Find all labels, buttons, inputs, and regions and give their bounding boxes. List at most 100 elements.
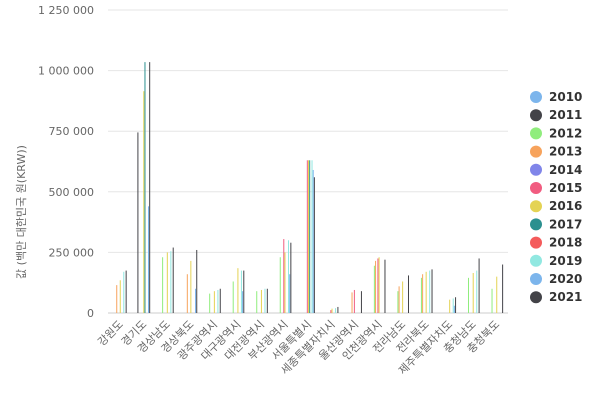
legend-item[interactable]: 2014 xyxy=(530,163,582,177)
bar xyxy=(408,275,409,313)
bar xyxy=(119,280,121,313)
legend-marker xyxy=(530,127,542,140)
legend-marker xyxy=(530,200,542,213)
bar xyxy=(453,305,455,313)
bar xyxy=(491,288,493,313)
bar xyxy=(452,298,454,313)
y-tick-label: 750 000 xyxy=(49,125,95,138)
bar xyxy=(402,281,404,313)
bar xyxy=(123,271,125,313)
bar xyxy=(455,297,457,313)
bar xyxy=(290,242,292,313)
bar xyxy=(144,62,146,314)
x-axis-labels: 강원도경기도경상남도경상북도광주광역시대구광역시대전광역시부산광역시서울특별시세… xyxy=(95,317,502,377)
bar xyxy=(422,274,424,313)
legend-label: 2018 xyxy=(549,236,582,250)
legend-marker xyxy=(530,273,542,285)
bar xyxy=(373,265,375,313)
bar xyxy=(478,258,480,313)
bar xyxy=(209,293,211,313)
legend-marker xyxy=(530,109,542,122)
y-axis-label: 값 (백만 대한민국 원(KRW)) xyxy=(15,145,28,279)
bar xyxy=(284,252,286,313)
bar xyxy=(335,308,337,313)
bar xyxy=(240,270,242,313)
bar xyxy=(137,132,139,313)
bar xyxy=(289,274,291,313)
bar xyxy=(472,273,474,313)
legend-marker xyxy=(530,182,542,194)
bar xyxy=(377,258,379,313)
bar xyxy=(331,308,333,313)
legend-label: 2010 xyxy=(549,90,582,104)
legend-item[interactable]: 2017 xyxy=(530,217,582,231)
bar xyxy=(264,288,266,313)
legend-item[interactable]: 2013 xyxy=(530,145,582,159)
bar xyxy=(309,160,311,313)
legend: 2010 2011 2012 2013 2014 2015 2016 2017 2018 2019… xyxy=(530,90,582,304)
bar xyxy=(308,160,309,313)
legend-item[interactable]: 2015 xyxy=(530,181,582,195)
x-tick-label: 강원도 xyxy=(95,318,126,349)
bar xyxy=(431,269,433,313)
legend-item[interactable]: 2012 xyxy=(530,126,582,140)
legend-label: 2016 xyxy=(549,199,582,213)
bar xyxy=(256,291,258,313)
legend-label: 2019 xyxy=(549,254,582,268)
legend-item[interactable]: 2021 xyxy=(530,290,582,304)
bar xyxy=(476,270,478,313)
y-tick-label: 1 250 000 xyxy=(38,4,94,17)
legend-item[interactable]: 2018 xyxy=(530,236,582,250)
bar xyxy=(190,260,192,313)
bar xyxy=(143,91,145,313)
bar xyxy=(232,281,234,313)
legend-item[interactable]: 2016 xyxy=(530,199,582,213)
bar xyxy=(166,252,168,313)
bar xyxy=(496,276,498,313)
bar xyxy=(420,277,422,313)
bar xyxy=(186,274,188,313)
y-tick-label: 1 000 000 xyxy=(38,65,94,78)
legend-item[interactable]: 2020 xyxy=(530,272,582,286)
bar xyxy=(196,249,198,313)
bar xyxy=(397,291,399,313)
y-tick-label: 500 000 xyxy=(49,186,95,199)
legend-label: 2020 xyxy=(549,272,582,286)
bar xyxy=(375,260,377,313)
bar xyxy=(195,288,197,313)
legend-item[interactable]: 2019 xyxy=(530,254,582,268)
legend-marker xyxy=(530,218,542,231)
bar xyxy=(429,270,431,313)
bar xyxy=(351,292,353,313)
legend-label: 2013 xyxy=(549,145,582,159)
legend-item[interactable]: 2011 xyxy=(530,108,582,122)
legend-label: 2014 xyxy=(549,163,582,177)
bar xyxy=(279,257,281,313)
legend-label: 2011 xyxy=(549,108,582,122)
bar xyxy=(172,247,174,313)
bar xyxy=(312,169,314,313)
bar xyxy=(330,310,332,313)
bar xyxy=(313,177,315,313)
legend-marker xyxy=(530,291,542,304)
bar xyxy=(170,251,172,313)
bar xyxy=(242,291,244,313)
bar xyxy=(217,289,219,313)
y-tick-label: 0 xyxy=(87,307,94,320)
bar xyxy=(288,240,289,313)
legend-marker xyxy=(530,145,542,158)
bar xyxy=(219,288,221,313)
bar xyxy=(449,299,451,313)
legend-label: 2017 xyxy=(549,217,582,231)
bar xyxy=(237,268,239,313)
legend-item[interactable]: 2010 xyxy=(530,90,582,104)
bar xyxy=(398,286,400,313)
legend-label: 2015 xyxy=(549,181,582,195)
bar xyxy=(384,259,386,313)
bar xyxy=(213,291,215,313)
bar xyxy=(149,62,151,314)
legend-marker xyxy=(530,236,542,249)
bar xyxy=(116,285,118,313)
bar xyxy=(378,257,380,313)
